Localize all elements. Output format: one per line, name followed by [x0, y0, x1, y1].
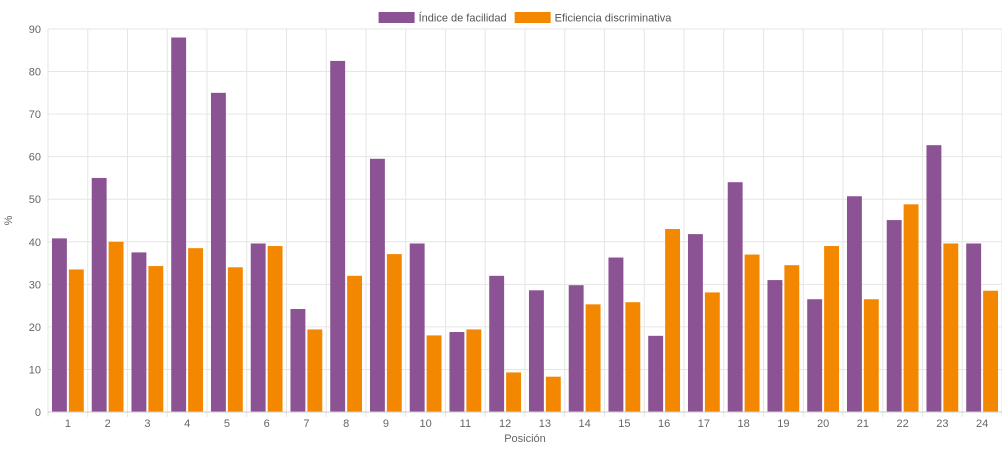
- x-axis-title: Posición: [504, 433, 546, 445]
- y-tick-label: 0: [35, 407, 41, 419]
- x-tick-label: 6: [264, 418, 270, 430]
- bar-indice-facilidad[interactable]: [886, 220, 902, 412]
- bar-indice-facilidad[interactable]: [409, 243, 425, 412]
- x-tick-label: 21: [857, 418, 869, 430]
- y-tick-label: 10: [29, 364, 41, 376]
- legend-item[interactable]: Eficiencia discriminativa: [514, 12, 673, 25]
- legend[interactable]: Índice de facilidad Eficiencia discrimina…: [378, 12, 673, 25]
- x-tick-label: 22: [897, 418, 909, 430]
- bar-eficiencia-discriminativa[interactable]: [307, 329, 323, 412]
- bar-eficiencia-discriminativa[interactable]: [545, 376, 561, 412]
- x-tick-label: 10: [420, 418, 432, 430]
- bar-eficiencia-discriminativa[interactable]: [665, 229, 681, 412]
- legend-swatch: [514, 12, 551, 23]
- x-tick-label: 14: [579, 418, 591, 430]
- bar-eficiencia-discriminativa[interactable]: [188, 248, 204, 412]
- x-tick-label: 8: [343, 418, 349, 430]
- bar-indice-facilidad[interactable]: [966, 243, 982, 412]
- y-tick-label: 50: [29, 194, 41, 206]
- bar-indice-facilidad[interactable]: [687, 234, 703, 412]
- bar-indice-facilidad[interactable]: [807, 299, 823, 412]
- bar-indice-facilidad[interactable]: [648, 335, 664, 412]
- bars: [51, 37, 999, 413]
- bar-indice-facilidad[interactable]: [926, 145, 942, 412]
- bar-indice-facilidad[interactable]: [250, 243, 266, 412]
- bar-indice-facilidad[interactable]: [846, 196, 862, 412]
- bar-eficiencia-discriminativa[interactable]: [426, 335, 442, 412]
- bar-indice-facilidad[interactable]: [171, 37, 187, 413]
- bar-eficiencia-discriminativa[interactable]: [784, 265, 800, 412]
- x-tick-label: 13: [539, 418, 551, 430]
- bar-eficiencia-discriminativa[interactable]: [943, 243, 959, 412]
- bar-eficiencia-discriminativa[interactable]: [983, 290, 999, 412]
- x-tick-label: 4: [184, 418, 190, 430]
- bar-eficiencia-discriminativa[interactable]: [506, 372, 522, 412]
- legend-item[interactable]: Índice de facilidad: [378, 12, 507, 25]
- y-tick-label: 20: [29, 322, 41, 334]
- bar-indice-facilidad[interactable]: [767, 280, 783, 412]
- bar-eficiencia-discriminativa[interactable]: [903, 204, 919, 412]
- x-tick-label: 19: [777, 418, 789, 430]
- grid: [47, 28, 1002, 417]
- bar-indice-facilidad[interactable]: [131, 252, 147, 412]
- bar-eficiencia-discriminativa[interactable]: [227, 267, 243, 412]
- bar-eficiencia-discriminativa[interactable]: [68, 269, 84, 412]
- bar-eficiencia-discriminativa[interactable]: [386, 254, 402, 412]
- y-tick-label: 70: [29, 109, 41, 121]
- bar-eficiencia-discriminativa[interactable]: [347, 275, 363, 412]
- x-tick-label: 18: [738, 418, 750, 430]
- y-tick-label: 80: [29, 67, 41, 79]
- x-tick-label: 3: [144, 418, 150, 430]
- legend-label: Eficiencia discriminativa: [555, 13, 673, 25]
- bar-eficiencia-discriminativa[interactable]: [585, 304, 601, 412]
- bar-indice-facilidad[interactable]: [369, 158, 385, 412]
- x-tick-label: 23: [936, 418, 948, 430]
- bar-eficiencia-discriminativa[interactable]: [704, 292, 720, 412]
- x-tick-label: 9: [383, 418, 389, 430]
- bar-indice-facilidad[interactable]: [51, 238, 67, 412]
- bar-eficiencia-discriminativa[interactable]: [267, 246, 283, 412]
- bar-indice-facilidad[interactable]: [489, 275, 505, 412]
- bar-eficiencia-discriminativa[interactable]: [466, 329, 482, 412]
- bar-eficiencia-discriminativa[interactable]: [863, 299, 879, 412]
- bar-eficiencia-discriminativa[interactable]: [824, 246, 840, 412]
- bar-eficiencia-discriminativa[interactable]: [108, 241, 124, 412]
- bar-indice-facilidad[interactable]: [608, 257, 624, 412]
- bar-eficiencia-discriminativa[interactable]: [625, 302, 641, 412]
- x-tick-label: 12: [499, 418, 511, 430]
- x-tick-label: 2: [105, 418, 111, 430]
- x-tick-label: 11: [460, 418, 471, 430]
- x-tick-label: 7: [303, 418, 309, 430]
- bar-indice-facilidad[interactable]: [568, 285, 584, 412]
- bar-indice-facilidad[interactable]: [528, 290, 544, 412]
- y-tick-label: 40: [29, 237, 41, 249]
- y-axis-title: %: [3, 215, 15, 225]
- bar-indice-facilidad[interactable]: [330, 60, 346, 413]
- bar-indice-facilidad[interactable]: [210, 92, 226, 412]
- x-tick-label: 16: [658, 418, 670, 430]
- bar-indice-facilidad[interactable]: [290, 309, 306, 412]
- y-tick-label: 30: [29, 279, 41, 291]
- x-tick-label: 20: [817, 418, 829, 430]
- x-tick-label: 24: [976, 418, 988, 430]
- legend-label: Índice de facilidad: [419, 12, 507, 25]
- bar-indice-facilidad[interactable]: [449, 331, 465, 412]
- legend-swatch: [378, 12, 415, 23]
- x-tick-label: 1: [65, 418, 71, 430]
- x-tick-label: 17: [698, 418, 710, 430]
- bar-indice-facilidad[interactable]: [91, 177, 107, 412]
- bar-indice-facilidad[interactable]: [727, 182, 743, 412]
- y-tick-label: 90: [29, 24, 41, 36]
- bar-eficiencia-discriminativa[interactable]: [744, 254, 760, 412]
- x-tick-label: 15: [618, 418, 630, 430]
- y-tick-label: 60: [29, 152, 41, 164]
- x-tick-label: 5: [224, 418, 230, 430]
- bar-eficiencia-discriminativa[interactable]: [148, 266, 164, 412]
